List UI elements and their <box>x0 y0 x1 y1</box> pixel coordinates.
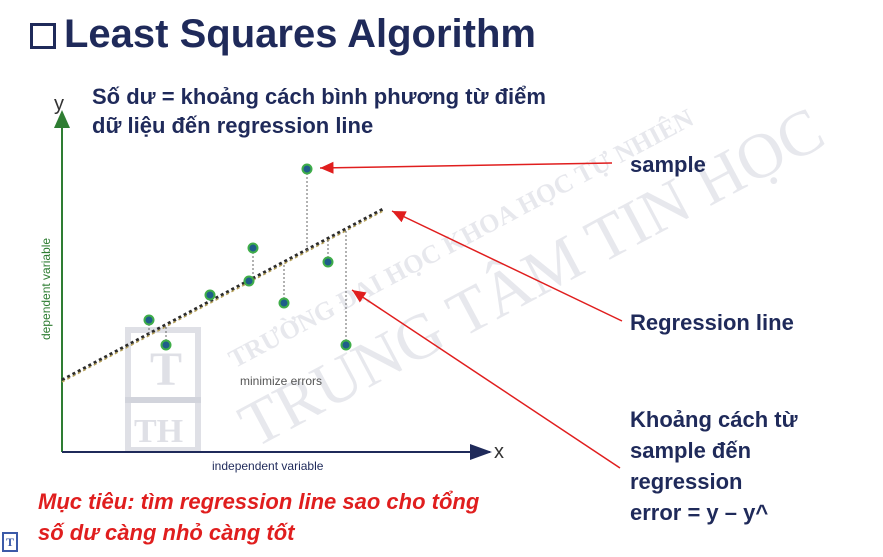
x-axis-label: independent variable <box>212 459 324 473</box>
x-axis-letter: x <box>494 441 504 463</box>
slide-title: Least Squares Algorithm <box>30 8 536 60</box>
sample-point <box>278 297 290 309</box>
distance-label: Khoảng cách từ sample đến regression err… <box>630 404 798 528</box>
y-axis-label: dependent variable <box>39 238 53 340</box>
sample-points <box>143 163 352 351</box>
minimize-errors-label: minimize errors <box>240 374 322 388</box>
distance-label-line: Khoảng cách từ <box>630 407 798 432</box>
sample-point <box>160 339 172 351</box>
sample-point <box>204 289 216 301</box>
sample-point <box>143 314 155 326</box>
regression-line-arrow <box>391 210 623 322</box>
residual-definition: Số dư = khoảng cách bình phương từ điểm … <box>92 84 546 138</box>
distance-label-line: regression <box>630 469 743 494</box>
regression-line <box>61 206 386 382</box>
error-arrow <box>351 289 621 469</box>
residual-lines <box>148 169 347 345</box>
error-formula: error = y – y^ <box>630 500 769 525</box>
sample-label: sample <box>630 152 706 177</box>
distance-label-line: sample đến <box>630 438 752 463</box>
regression-line-shade <box>61 209 386 383</box>
sample-point <box>243 275 255 287</box>
slide-title-text: Least Squares Algorithm <box>64 12 536 56</box>
sample-point <box>322 256 334 268</box>
sample-arrow <box>319 161 613 174</box>
sample-point <box>247 242 259 254</box>
sample-point <box>340 339 352 351</box>
regression-line-label: Regression line <box>630 310 794 335</box>
footer-logo: T <box>2 532 18 552</box>
y-axis-letter: y <box>54 93 64 115</box>
goal-text: Mục tiêu: tìm regression line sao cho tổ… <box>38 489 480 545</box>
sample-point <box>301 163 313 175</box>
checkbox-bullet-icon <box>30 23 56 49</box>
